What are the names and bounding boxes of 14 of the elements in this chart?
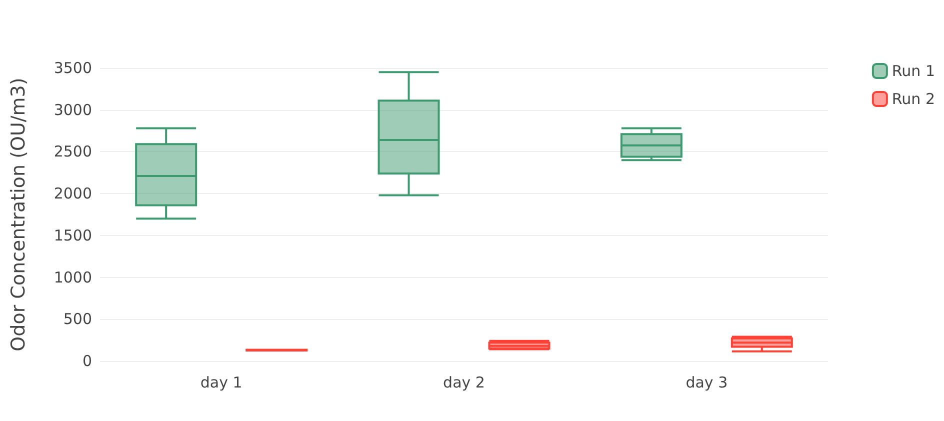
x-tick-label: day 1 <box>200 374 242 392</box>
y-tick-label: 1500 <box>54 226 92 244</box>
y-tick-label: 3500 <box>54 59 92 77</box>
y-tick-label: 2000 <box>54 184 92 203</box>
legend-label: Run 2 <box>892 90 936 108</box>
legend-label: Run 1 <box>892 62 936 80</box>
y-tick-label: 2500 <box>54 142 92 161</box>
y-tick-label: 3000 <box>54 100 92 119</box>
y-tick-label: 0 <box>82 352 92 370</box>
y-axis-title: Odor Concentration (OU/m3) <box>8 78 30 352</box>
y-tick-label: 500 <box>63 310 92 328</box>
x-tick-label: day 3 <box>686 374 728 392</box>
x-tick-label: day 2 <box>443 374 485 392</box>
y-tick-label: 1000 <box>54 268 92 286</box>
